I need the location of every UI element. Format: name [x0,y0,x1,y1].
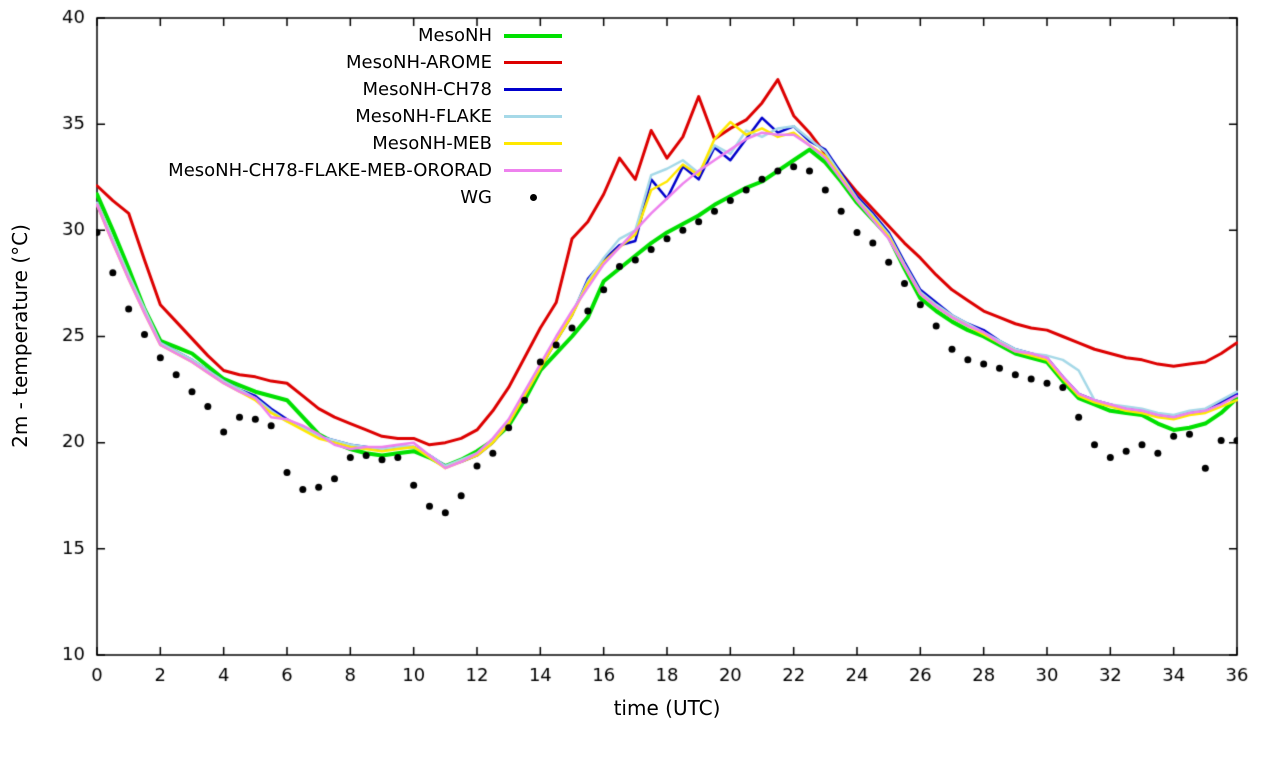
legend-label: WG [460,187,492,208]
legend-line-sample [504,142,562,145]
legend-item-mesonh-ch78: MesoNH-CH78 [0,76,562,103]
legend-label: MesoNH [418,25,492,46]
legend-item-mesonh: MesoNH [0,22,562,49]
legend-label: MesoNH-AROME [346,52,492,73]
legend-label: MesoNH-FLAKE [355,106,492,127]
legend-line-sample [504,115,562,118]
legend: MesoNH MesoNH-AROME MesoNH-CH78 MesoNH-F… [0,22,562,211]
legend-line-sample [504,61,562,64]
legend-item-mesonh-flake: MesoNH-FLAKE [0,103,562,130]
legend-item-wg: WG [0,184,562,211]
legend-label: MesoNH-CH78-FLAKE-MEB-ORORAD [168,160,492,181]
legend-line-sample [504,88,562,91]
legend-item-mesonh-arome: MesoNH-AROME [0,49,562,76]
x-axis-label: time (UTC) [613,696,721,720]
legend-label: MesoNH-CH78 [362,79,493,100]
y-axis-label: 2m - temperature (°C) [8,224,32,448]
legend-item-mesonh-meb: MesoNH-MEB [0,130,562,157]
legend-line-sample [504,169,562,172]
legend-line-sample [504,33,562,38]
legend-point-sample [504,194,562,201]
legend-label: MesoNH-MEB [372,133,492,154]
legend-item-mesonh-ch78-flake-meb-ororad: MesoNH-CH78-FLAKE-MEB-ORORAD [0,157,562,184]
